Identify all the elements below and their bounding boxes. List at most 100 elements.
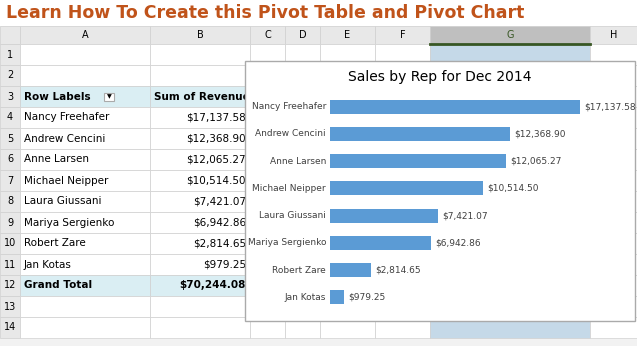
Bar xyxy=(430,128,590,149)
Text: $6,942.86: $6,942.86 xyxy=(193,218,246,228)
Text: $12,065.27: $12,065.27 xyxy=(510,157,561,166)
Bar xyxy=(320,86,375,107)
Text: Andrew Cencini: Andrew Cencini xyxy=(24,134,105,144)
Bar xyxy=(285,275,320,296)
Text: $10,514.50: $10,514.50 xyxy=(187,175,246,185)
Bar xyxy=(330,100,580,114)
Text: $70,244.08: $70,244.08 xyxy=(180,281,246,291)
Text: Anne Larsen: Anne Larsen xyxy=(24,155,89,164)
Bar xyxy=(590,296,637,317)
Bar xyxy=(430,191,590,212)
Bar xyxy=(590,26,637,44)
Text: Andrew Cencini: Andrew Cencini xyxy=(255,129,326,138)
Text: 7: 7 xyxy=(7,175,13,185)
Text: Nancy Freehafer: Nancy Freehafer xyxy=(252,102,326,111)
Text: 9: 9 xyxy=(7,218,13,228)
Bar xyxy=(285,107,320,128)
Bar xyxy=(430,170,590,191)
Bar xyxy=(150,275,250,296)
Text: C: C xyxy=(264,30,271,40)
Text: Laura Giussani: Laura Giussani xyxy=(259,211,326,220)
Text: 5: 5 xyxy=(7,134,13,144)
Text: Grand Total: Grand Total xyxy=(24,281,92,291)
Bar xyxy=(590,44,637,65)
Bar xyxy=(0,128,20,149)
Bar xyxy=(430,44,590,65)
Bar xyxy=(375,275,430,296)
Text: E: E xyxy=(345,30,350,40)
Bar xyxy=(285,170,320,191)
Bar xyxy=(320,65,375,86)
Bar xyxy=(330,290,344,304)
Text: $7,421.07: $7,421.07 xyxy=(442,211,488,220)
Bar xyxy=(0,149,20,170)
Text: 3: 3 xyxy=(7,91,13,101)
Text: 1: 1 xyxy=(7,49,13,60)
Text: 2: 2 xyxy=(7,71,13,81)
Bar xyxy=(320,44,375,65)
Bar xyxy=(150,317,250,338)
Bar xyxy=(590,65,637,86)
Bar xyxy=(245,61,635,321)
Bar xyxy=(285,65,320,86)
Text: Sales by Rep for Dec 2014: Sales by Rep for Dec 2014 xyxy=(348,70,532,84)
Bar xyxy=(375,296,430,317)
Bar xyxy=(250,86,285,107)
Bar xyxy=(0,296,20,317)
Text: $2,814.65: $2,814.65 xyxy=(193,238,246,248)
Text: Michael Neipper: Michael Neipper xyxy=(252,184,326,193)
Bar xyxy=(330,236,431,250)
Bar xyxy=(590,128,637,149)
Bar xyxy=(320,191,375,212)
Text: 13: 13 xyxy=(4,301,16,311)
Bar xyxy=(250,233,285,254)
Bar xyxy=(285,212,320,233)
Bar xyxy=(320,149,375,170)
Bar xyxy=(250,128,285,149)
Bar xyxy=(20,128,150,149)
Text: Mariya Sergienko: Mariya Sergienko xyxy=(24,218,115,228)
Bar xyxy=(590,275,637,296)
Bar xyxy=(375,191,430,212)
Text: B: B xyxy=(197,30,203,40)
Bar xyxy=(150,191,250,212)
Bar xyxy=(150,212,250,233)
Bar xyxy=(430,65,590,86)
Bar xyxy=(375,317,430,338)
Bar xyxy=(590,233,637,254)
Text: $12,065.27: $12,065.27 xyxy=(187,155,246,164)
Bar xyxy=(590,254,637,275)
Text: D: D xyxy=(299,30,306,40)
Bar xyxy=(150,254,250,275)
Bar xyxy=(285,128,320,149)
Bar xyxy=(375,128,430,149)
Bar xyxy=(320,317,375,338)
Bar xyxy=(430,107,590,128)
Bar xyxy=(285,44,320,65)
Bar xyxy=(20,317,150,338)
Text: H: H xyxy=(610,30,617,40)
Bar xyxy=(590,107,637,128)
Bar xyxy=(250,170,285,191)
Bar xyxy=(285,233,320,254)
Bar xyxy=(0,170,20,191)
FancyBboxPatch shape xyxy=(104,92,114,100)
Bar xyxy=(330,181,483,195)
Text: $17,137.58: $17,137.58 xyxy=(186,112,246,122)
Bar xyxy=(250,296,285,317)
Text: Mariya Sergienko: Mariya Sergienko xyxy=(248,238,326,247)
Bar xyxy=(20,212,150,233)
Bar xyxy=(150,296,250,317)
Text: Jan Kotas: Jan Kotas xyxy=(285,293,326,302)
Text: Robert Zare: Robert Zare xyxy=(24,238,86,248)
Bar xyxy=(0,44,20,65)
Text: Nancy Freehafer: Nancy Freehafer xyxy=(24,112,110,122)
Bar xyxy=(430,275,590,296)
Bar xyxy=(430,212,590,233)
Bar xyxy=(320,107,375,128)
Bar xyxy=(430,26,590,44)
Text: Laura Giussani: Laura Giussani xyxy=(24,197,101,207)
Text: 12: 12 xyxy=(4,281,16,291)
Bar xyxy=(150,149,250,170)
Bar xyxy=(285,26,320,44)
